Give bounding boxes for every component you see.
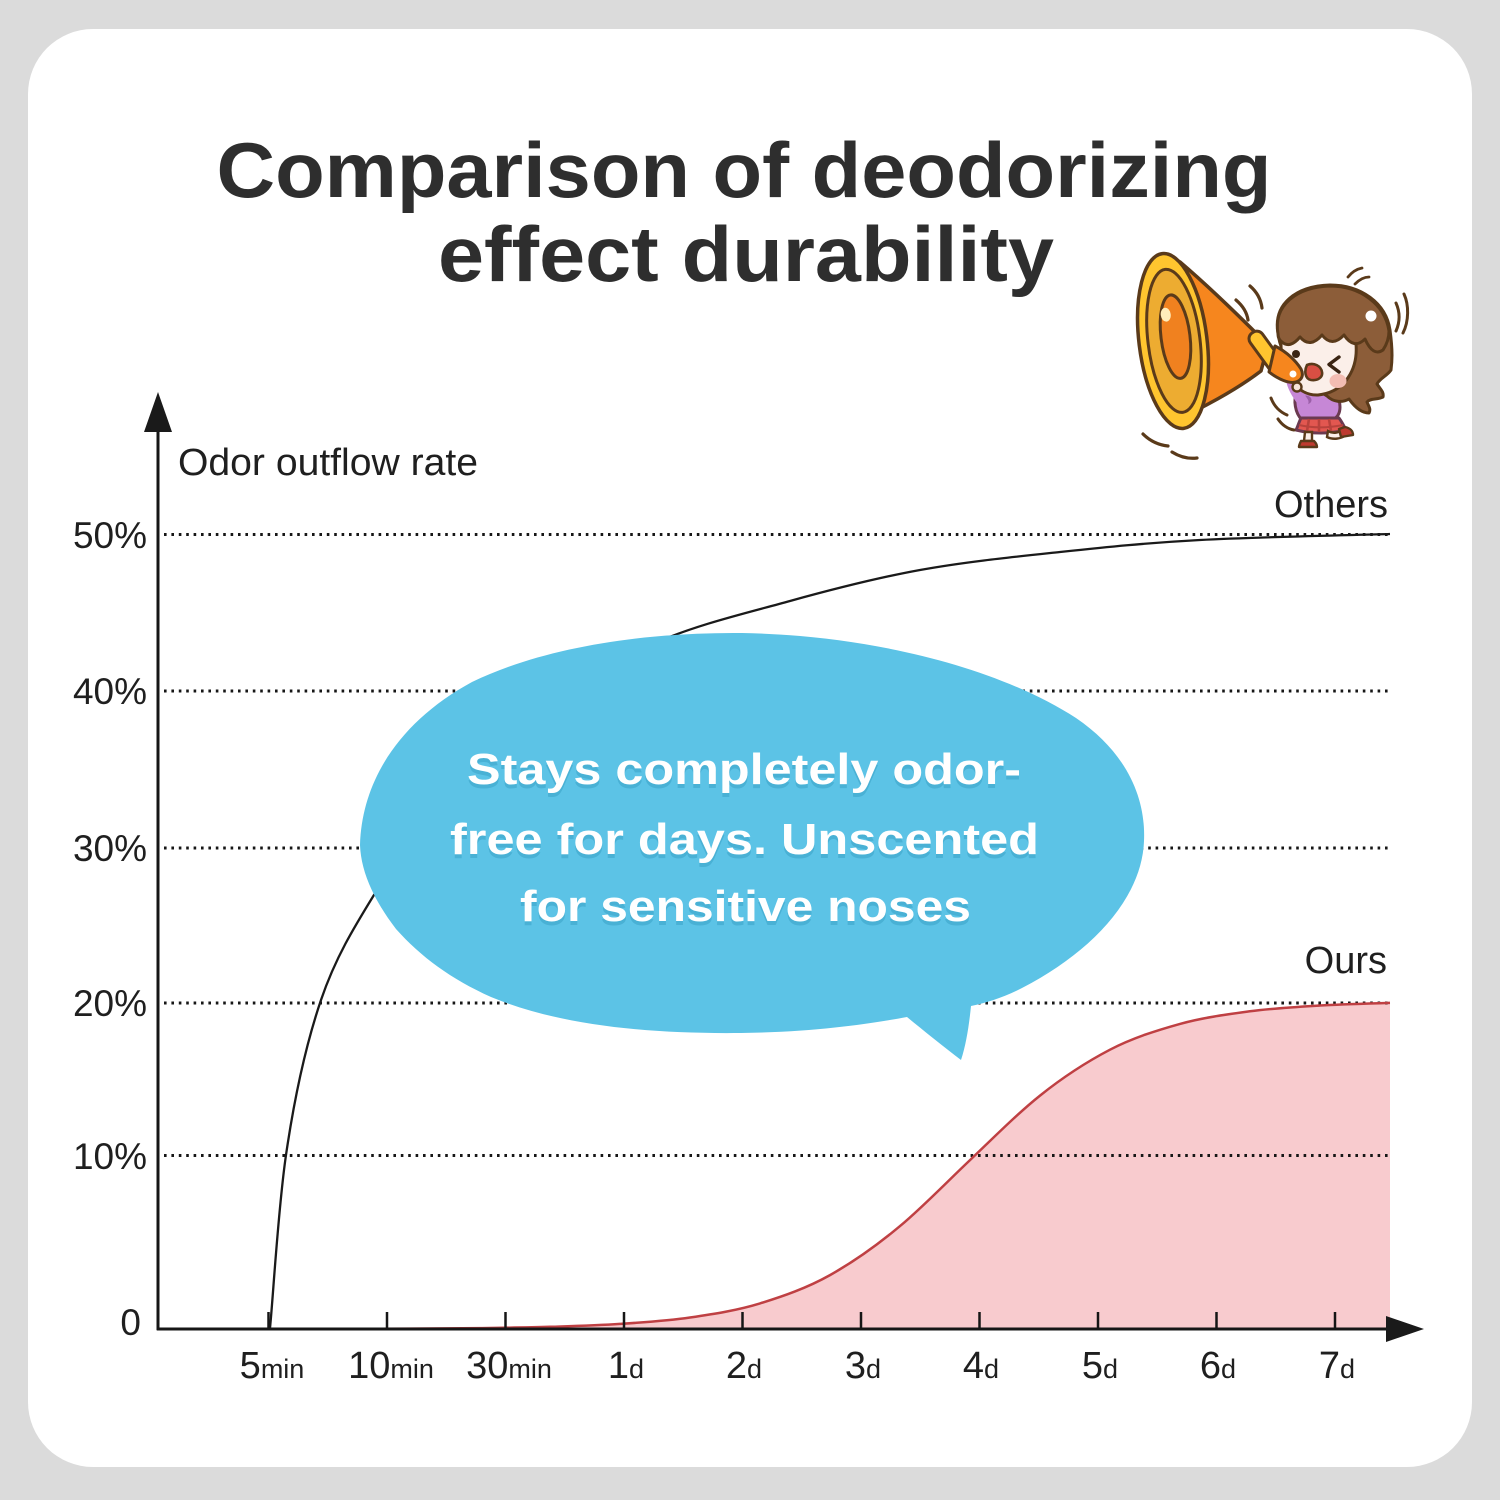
svg-text:free for days. Unscented: free for days. Unscented bbox=[450, 819, 1039, 868]
svg-text:for sensitive noses: for sensitive noses bbox=[520, 886, 971, 935]
svg-text:Odor outflow rate: Odor outflow rate bbox=[178, 442, 478, 484]
svg-text:Others: Others bbox=[1274, 484, 1388, 526]
svg-text:free for days. Unscented: free for days. Unscented bbox=[450, 815, 1039, 864]
svg-text:20%: 20% bbox=[73, 983, 147, 1024]
svg-text:Comparison of deodorizing: Comparison of deodorizing bbox=[217, 126, 1272, 214]
svg-text:50%: 50% bbox=[73, 515, 147, 556]
svg-text:for sensitive noses: for sensitive noses bbox=[520, 882, 971, 931]
svg-text:effect durability: effect durability bbox=[438, 210, 1054, 298]
svg-text:Stays completely odor-: Stays completely odor- bbox=[467, 745, 1021, 794]
svg-text:40%: 40% bbox=[73, 671, 147, 712]
svg-text:5min: 5min bbox=[240, 1345, 305, 1387]
svg-text:Ours: Ours bbox=[1305, 940, 1387, 982]
svg-text:10%: 10% bbox=[73, 1136, 147, 1177]
svg-text:30%: 30% bbox=[73, 828, 147, 869]
svg-text:6d: 6d bbox=[1200, 1345, 1236, 1387]
svg-text:0: 0 bbox=[120, 1302, 141, 1343]
svg-text:Stays completely odor-: Stays completely odor- bbox=[467, 749, 1021, 798]
